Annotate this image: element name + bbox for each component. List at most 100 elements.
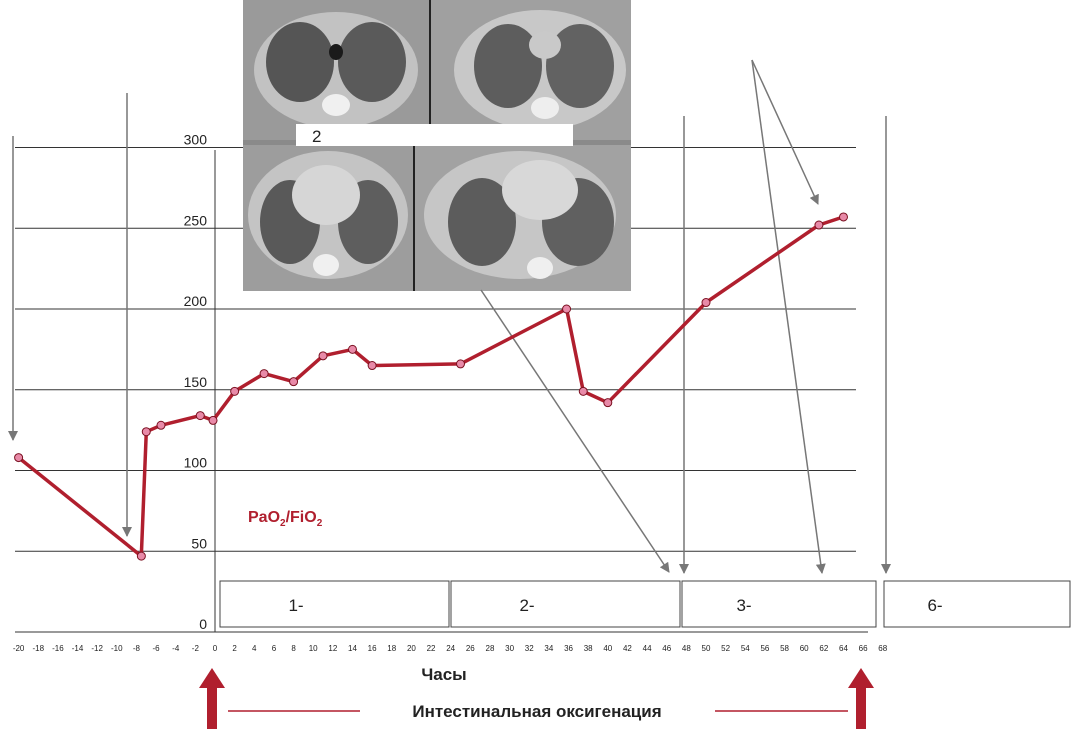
arrow-to-phase3-mid <box>751 59 826 574</box>
x-tick-label: 62 <box>819 644 828 653</box>
data-point <box>14 453 24 463</box>
x-axis-label: Часы <box>421 665 466 684</box>
x-tick-labels: -20 -18 -16 -14 -12 -10 -8 -6 -4 -2 0 2 4 6 8 10 12 14 16 1… <box>13 644 888 653</box>
x-tick-label: -6 <box>153 644 161 653</box>
x-tick-label: 38 <box>584 644 593 653</box>
x-tick-label: -10 <box>111 644 123 653</box>
x-tick-label: 64 <box>839 644 848 653</box>
x-tick-label: 22 <box>427 644 436 653</box>
banner-text: Интестинальная оксигенация <box>412 702 661 721</box>
y-tick-label: 100 <box>184 455 208 471</box>
x-tick-label: 2 <box>232 644 237 653</box>
phase-label-6: 6- <box>927 596 942 615</box>
y-tick-labels: 0 50 100 150 200 250 300 <box>184 132 208 633</box>
ct-scan-bottom-right <box>415 145 631 291</box>
x-tick-label: -18 <box>32 644 44 653</box>
phase-label-1: 1- <box>288 596 303 615</box>
data-point <box>456 359 465 369</box>
y-tick-label: 50 <box>191 535 207 551</box>
ct-label: 2 <box>312 127 321 146</box>
x-tick-label: 18 <box>387 644 396 653</box>
ct-scan-top-right <box>431 0 631 140</box>
x-tick-label: 6 <box>272 644 277 653</box>
y-tick-label: 300 <box>184 132 208 148</box>
x-tick-label: 24 <box>446 644 455 653</box>
x-tick-label: 32 <box>525 644 534 653</box>
x-tick-label: 42 <box>623 644 632 653</box>
oxygenation-banner: Интестинальная оксигенация <box>199 668 874 729</box>
x-tick-label: 8 <box>291 644 296 653</box>
arrow-to-peak-point <box>751 59 819 205</box>
y-tick-label: 200 <box>184 293 208 309</box>
data-point <box>259 369 269 379</box>
x-tick-label: 4 <box>252 644 257 653</box>
data-point <box>562 304 572 314</box>
x-tick-label: -8 <box>133 644 141 653</box>
data-point <box>136 551 146 561</box>
x-tick-label: 10 <box>309 644 318 653</box>
x-tick-label: 12 <box>328 644 337 653</box>
phase-box-6 <box>883 580 1071 628</box>
data-point <box>347 344 357 354</box>
x-tick-label: 58 <box>780 644 789 653</box>
x-tick-label: 16 <box>368 644 377 653</box>
data-point <box>814 220 824 230</box>
x-tick-label: 36 <box>564 644 573 653</box>
x-tick-label: -14 <box>72 644 84 653</box>
series-label: PaO2/FiO2 <box>248 509 323 529</box>
x-tick-label: -20 <box>13 644 25 653</box>
ct-label-band <box>296 124 573 146</box>
x-tick-label: 56 <box>760 644 769 653</box>
data-point <box>318 351 328 361</box>
x-tick-label: 30 <box>505 644 514 653</box>
x-tick-label: 46 <box>662 644 671 653</box>
data-point <box>838 212 848 222</box>
x-tick-label: 54 <box>741 644 750 653</box>
x-tick-label: 34 <box>544 644 553 653</box>
data-point <box>208 415 218 425</box>
x-tick-label: 20 <box>407 644 416 653</box>
data-point <box>701 298 711 308</box>
phase-label-3: 3- <box>736 596 751 615</box>
arrow-ct-to-phase2-end <box>480 289 670 573</box>
x-tick-label: 40 <box>603 644 612 653</box>
x-tick-label: 26 <box>466 644 475 653</box>
phase-box-2 <box>450 580 681 628</box>
x-tick-label: 28 <box>486 644 495 653</box>
series-label-sub2: 2 <box>317 518 323 529</box>
series-label-sub1: 2 <box>280 518 286 529</box>
x-tick-label: -2 <box>192 644 200 653</box>
phase-box-1 <box>219 580 450 628</box>
data-point <box>367 361 377 371</box>
x-tick-label: 14 <box>348 644 357 653</box>
data-point <box>603 398 613 408</box>
x-tick-label: 50 <box>702 644 711 653</box>
y-tick-label: 250 <box>184 212 208 228</box>
phase-boxes: 1- 2- 3- 6- <box>219 580 1071 628</box>
x-tick-label: 66 <box>859 644 868 653</box>
x-tick-label: -16 <box>52 644 64 653</box>
data-point <box>156 420 166 430</box>
y-tick-label: 0 <box>199 616 207 632</box>
data-point <box>578 386 588 396</box>
series-pao2-fio2 <box>14 212 848 561</box>
data-point <box>289 377 299 387</box>
red-arrow-left <box>199 668 225 729</box>
phase-label-2: 2- <box>519 596 534 615</box>
x-tick-label: 44 <box>643 644 652 653</box>
ct-scan-bottom-left <box>243 145 413 291</box>
x-tick-label: -4 <box>172 644 180 653</box>
data-point <box>230 386 240 396</box>
red-arrow-right <box>848 668 874 729</box>
x-tick-label: 68 <box>878 644 887 653</box>
data-point <box>141 427 151 437</box>
x-tick-label: 52 <box>721 644 730 653</box>
x-tick-label: 60 <box>800 644 809 653</box>
x-tick-label: 0 <box>213 644 218 653</box>
data-point <box>195 411 205 421</box>
x-tick-label: -12 <box>91 644 103 653</box>
ct-scan-top-left <box>243 0 429 140</box>
y-tick-label: 150 <box>184 374 208 390</box>
phase-box-3 <box>681 580 877 628</box>
